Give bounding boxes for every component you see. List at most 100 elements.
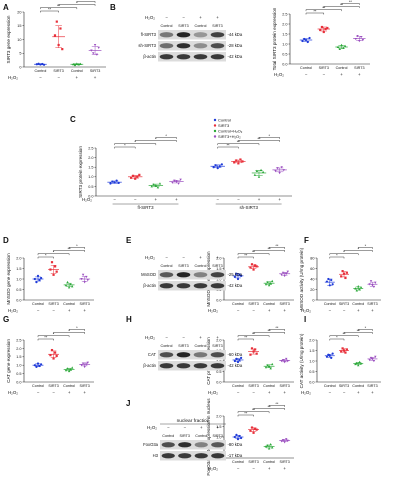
legend-marker-c	[213, 124, 217, 127]
blot-row-label-j: FoxO3a	[143, 442, 159, 447]
panel-letter-g: G	[3, 315, 9, 324]
data-point-h	[250, 347, 254, 350]
blot-sign-j: −	[183, 425, 186, 430]
data-point-d	[67, 286, 71, 289]
sig-bracket-a	[40, 10, 59, 13]
blot-kda-b: -42 kDa	[228, 54, 243, 59]
x-tick-label-e: SIRT3	[279, 302, 289, 306]
sig-star-c: *	[269, 133, 271, 138]
y-tick-label-g: 2.0	[16, 347, 21, 351]
y-tick-label-i: 1.5	[309, 349, 314, 353]
x-tick-label-j: Control	[232, 460, 244, 464]
blot-band-j	[178, 442, 192, 448]
panel-letter-a: A	[3, 3, 9, 12]
data-point-d	[86, 279, 89, 282]
h2o2-sign-e: −	[237, 308, 240, 313]
h2o2-label-f: H₂O₂	[301, 308, 311, 313]
y-axis-label-b: Total SIRT3 protein expression	[272, 7, 277, 70]
h2o2-sign-b: −	[305, 72, 308, 77]
h2o2-sign-i: −	[343, 390, 346, 395]
h2o2-sign-i: +	[357, 390, 360, 395]
x-tick-label-i: SIRT3	[339, 384, 349, 388]
blot-sign-h: +	[216, 335, 219, 340]
h2o2-sign-j: −	[252, 466, 255, 471]
x-tick-label-g: Control	[63, 384, 75, 388]
data-point-i	[374, 355, 377, 359]
y-tick-label-a: 10	[17, 38, 21, 42]
y-tick-label-g: 1.5	[16, 355, 21, 359]
data-point-e	[236, 277, 240, 281]
y-tick-label-d: 0.5	[16, 288, 21, 292]
sig-bracket-c	[258, 137, 280, 139]
blot-lane-label-h: Control	[195, 344, 207, 348]
data-point-b	[326, 26, 329, 30]
data-point-d	[52, 273, 55, 276]
data-point-a	[97, 46, 100, 50]
blot-band-h	[176, 352, 191, 358]
sig-star-e: **	[275, 243, 279, 248]
y-tick-label-h: 0.5	[216, 370, 221, 374]
sig-star-i: *	[336, 335, 338, 340]
data-point-c	[129, 176, 133, 179]
y-axis-label-i: CAT activity (U/mg protein)	[299, 333, 304, 388]
blot-band-e	[176, 283, 191, 289]
blot-band-j	[161, 453, 175, 459]
blot-lane-label-e: Control	[195, 264, 207, 268]
sig-bracket-h	[237, 338, 254, 341]
sig-bracket-d	[37, 256, 54, 259]
h2o2-sign-d: +	[83, 308, 86, 313]
data-point-c	[156, 186, 160, 189]
x-tick-label-d: SIRT3	[48, 302, 58, 306]
panel-letter-j: J	[126, 399, 130, 408]
panel-letter-e: E	[126, 236, 132, 245]
data-point-e	[280, 273, 283, 277]
sig-star-j: **	[244, 411, 248, 416]
sig-bracket-j	[237, 414, 254, 417]
blot-strip-e	[158, 270, 226, 280]
y-axis-label-c: SIRT3 protein expression	[78, 146, 83, 198]
blot-lane-label-b: SIRT3	[212, 24, 222, 28]
y-tick-label-a: 15	[17, 24, 21, 28]
blot-sign-b: +	[199, 15, 202, 20]
blot-kda-j: -17 kDa	[228, 453, 243, 458]
data-point-b	[319, 28, 322, 32]
blot-band-b	[193, 54, 208, 60]
blot-band-j	[194, 453, 208, 459]
data-point-j	[254, 427, 257, 430]
blot-band-e	[210, 272, 225, 278]
sig-bracket-g	[37, 338, 54, 341]
data-point-e	[250, 263, 254, 266]
h2o2-sign-b: +	[340, 72, 343, 77]
data-point-g	[49, 354, 52, 357]
blot-row-label-h: CAT	[148, 352, 157, 357]
h2o2-sign-e: −	[252, 308, 255, 313]
blot-kda-b: -28 kDa	[228, 43, 243, 48]
blot-row-label-h: β-actin	[143, 363, 156, 368]
h2o2-sign-c: −	[216, 197, 219, 202]
data-point-g	[35, 365, 38, 368]
blot-band-b	[176, 32, 191, 38]
group-label-c: fl-SIRT3	[138, 205, 155, 210]
data-point-d	[54, 265, 57, 268]
panel-letter-h: H	[126, 315, 132, 324]
data-point-d	[38, 278, 41, 282]
y-axis-label-d: MnSOD gene expression	[6, 253, 11, 305]
h2o2-label-c: H₂O₂	[82, 197, 92, 202]
data-point-c	[237, 162, 240, 165]
data-point-e	[249, 266, 252, 269]
blot-strip-b	[158, 41, 226, 51]
h2o2-sign-i: −	[329, 390, 332, 395]
sig-bracket-g	[68, 329, 85, 331]
data-point-d	[55, 270, 58, 273]
x-tick-label-b: Control	[300, 66, 312, 70]
blot-sign-h: −	[182, 335, 185, 340]
y-tick-label-g: 2.5	[16, 338, 21, 342]
data-point-e	[267, 284, 271, 287]
data-point-c	[134, 177, 137, 180]
blot-sign-j: +	[216, 425, 219, 430]
data-point-c	[274, 170, 277, 173]
blot-h2o2-label-h: H₂O₂	[145, 335, 155, 340]
h2o2-sign-f: −	[329, 308, 332, 313]
y-tick-label-c: 1.5	[88, 166, 93, 170]
panel-letter-d: D	[3, 236, 9, 245]
